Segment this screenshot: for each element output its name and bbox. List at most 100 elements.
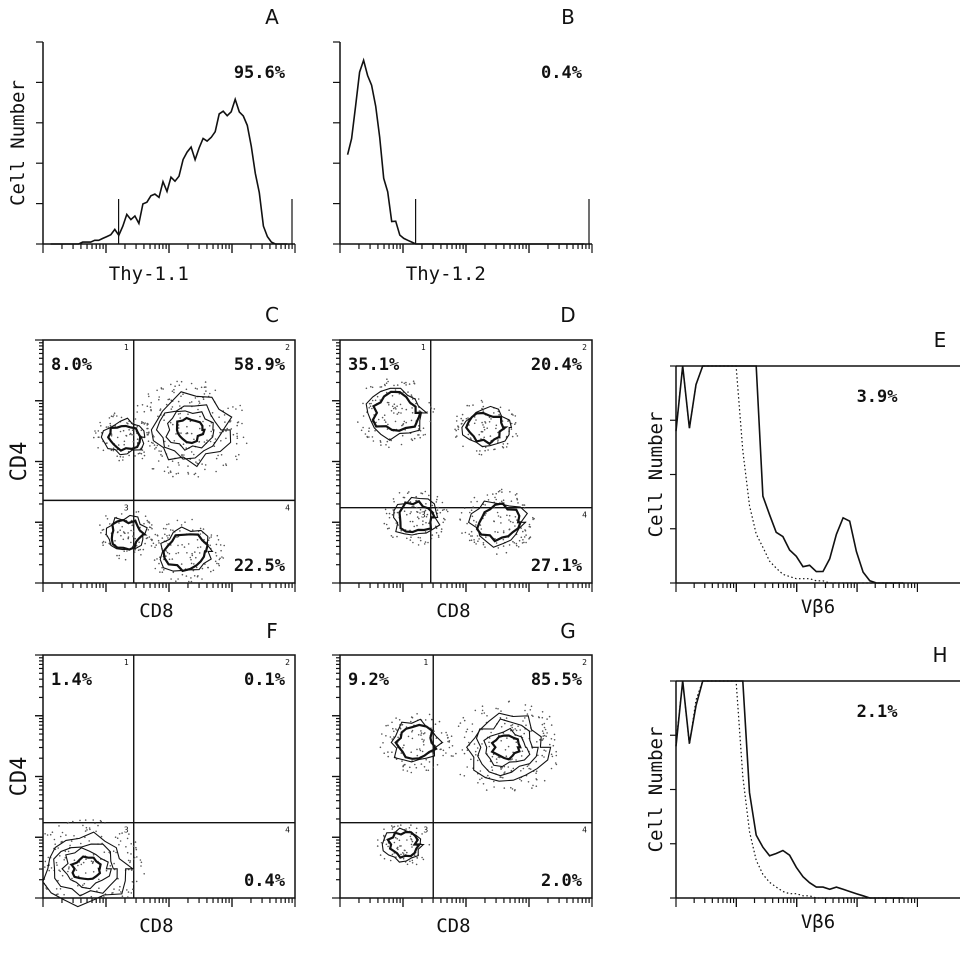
event-dot	[514, 525, 516, 527]
event-dot	[93, 436, 95, 439]
event-dot	[422, 741, 425, 743]
event-dot	[236, 435, 238, 438]
event-dot	[397, 524, 400, 526]
event-dot	[392, 407, 395, 410]
event-dot	[500, 740, 503, 742]
event-dot	[409, 766, 411, 769]
event-dot	[410, 843, 413, 846]
event-dot	[391, 405, 394, 408]
event-dot	[203, 441, 206, 443]
event-dot	[514, 422, 517, 424]
event-dot	[470, 535, 472, 537]
event-dot	[479, 770, 482, 772]
event-dot	[180, 395, 182, 398]
event-dot	[484, 449, 486, 452]
event-dot	[461, 413, 464, 416]
event-dot	[156, 444, 159, 447]
event-dot	[448, 746, 451, 749]
event-dot	[524, 530, 527, 532]
event-dot	[196, 539, 199, 541]
event-dot	[179, 417, 181, 419]
event-dot	[218, 564, 220, 567]
event-dot	[204, 468, 206, 471]
event-dot	[420, 732, 423, 734]
event-dot	[541, 716, 544, 719]
event-dot	[88, 827, 91, 829]
event-dot	[395, 408, 397, 410]
event-dot	[397, 848, 399, 851]
event-dot	[68, 868, 70, 870]
event-dot	[106, 518, 109, 520]
upper-left-percent: 8.0%	[51, 355, 93, 375]
event-dot	[181, 453, 183, 456]
event-dot	[165, 528, 167, 530]
event-dot	[420, 763, 423, 765]
event-dot	[178, 384, 181, 387]
event-dot	[507, 745, 510, 748]
event-dot	[422, 520, 424, 522]
event-dot	[493, 780, 495, 783]
event-dot	[404, 763, 406, 766]
event-dot	[411, 862, 414, 864]
event-dot	[59, 835, 62, 838]
event-dot	[475, 543, 477, 545]
contour-ring	[42, 831, 135, 908]
event-dot	[215, 457, 218, 460]
event-dot	[497, 531, 499, 533]
event-dot	[47, 856, 50, 859]
event-dot	[486, 427, 489, 430]
event-dot	[187, 473, 190, 475]
event-dot	[90, 895, 93, 898]
event-dot	[61, 840, 63, 843]
event-dot	[164, 533, 166, 536]
event-dot	[193, 453, 195, 456]
event-dot	[411, 737, 414, 740]
event-dot	[107, 426, 109, 428]
event-dot	[487, 774, 489, 777]
event-dot	[542, 735, 544, 737]
event-dot	[419, 512, 421, 514]
event-dot	[539, 739, 541, 741]
percent-annotation: 2.1%	[857, 702, 899, 722]
event-dot	[166, 523, 168, 526]
contour-ring	[162, 533, 209, 573]
event-dot	[446, 510, 449, 513]
event-dot	[80, 842, 82, 845]
event-dot	[486, 715, 488, 717]
event-dot	[505, 717, 508, 719]
cell-population	[99, 510, 155, 561]
panel-label: F	[266, 619, 278, 643]
event-dot	[416, 510, 418, 513]
upper-left-percent: 35.1%	[348, 355, 400, 375]
event-dot	[140, 554, 142, 556]
event-dot	[131, 429, 134, 432]
event-dot	[405, 421, 408, 424]
event-dot	[137, 452, 140, 455]
event-dot	[224, 421, 226, 423]
histogram-line	[50, 96, 288, 245]
event-dot	[541, 723, 544, 726]
event-dot	[115, 851, 117, 854]
event-dot	[119, 840, 122, 842]
event-dot	[148, 395, 150, 398]
event-dot	[506, 514, 508, 517]
event-dot	[477, 782, 479, 784]
event-dot	[510, 428, 513, 430]
event-dot	[108, 542, 110, 545]
event-dot	[423, 510, 426, 513]
event-dot	[197, 575, 199, 577]
event-dot	[387, 755, 390, 758]
event-dot	[438, 720, 441, 723]
event-dot	[136, 425, 139, 428]
event-dot	[517, 502, 519, 504]
event-dot	[481, 777, 483, 779]
event-dot	[179, 412, 181, 415]
event-dot	[152, 542, 155, 545]
event-dot	[199, 533, 202, 535]
event-dot	[175, 473, 178, 475]
event-dot	[63, 893, 65, 896]
event-dot	[410, 771, 413, 774]
event-dot	[141, 421, 143, 423]
event-dot	[156, 558, 158, 560]
